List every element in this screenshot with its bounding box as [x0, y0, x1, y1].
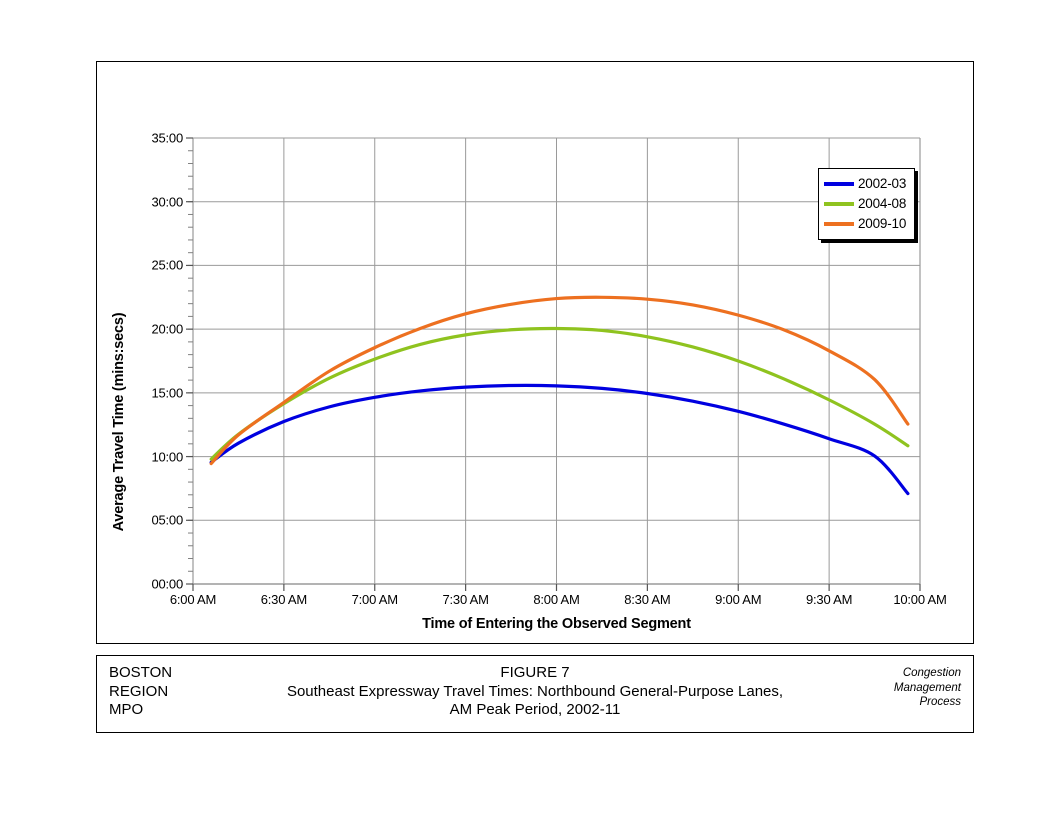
program-line-2: Management: [893, 681, 961, 694]
figure-caption: FIGURE 7 Southeast Expressway Travel Tim…: [247, 664, 823, 720]
agency-name: BOSTON REGION MPO: [109, 664, 172, 720]
agency-line-3: MPO: [109, 701, 144, 718]
figure-title-line-1: Southeast Expressway Travel Times: North…: [286, 682, 784, 700]
legend-color-swatch: [824, 182, 854, 186]
x-tick-label: 8:00 AM: [533, 592, 580, 607]
series-line-2002-03: [209, 383, 910, 496]
y-tick-label: 00:00: [151, 576, 183, 592]
agency-line-2: REGION: [109, 682, 169, 700]
y-tick-label: 30:00: [151, 194, 183, 210]
y-tick-label: 35:00: [151, 130, 183, 146]
legend-item[interactable]: 2002-03: [824, 174, 906, 194]
x-tick-label: 6:30 AM: [260, 592, 308, 607]
chart-legend: 2002-03 2004-08 2009-10: [818, 168, 916, 240]
x-tick-label: 8:30 AM: [624, 592, 671, 607]
x-tick-label: 7:30 AM: [442, 592, 489, 607]
y-tick-label: 05:00: [151, 512, 183, 528]
y-tick-label: 20:00: [151, 321, 183, 337]
y-tick-label: 10:00: [151, 449, 183, 465]
legend-label: 2004-08: [858, 196, 907, 212]
agency-line-1: BOSTON: [109, 664, 173, 681]
legend-item[interactable]: 2009-10: [824, 214, 906, 234]
y-tick-label: 15:00: [151, 385, 183, 401]
chart-box: Average Travel Time (mins:secs) Time of …: [96, 61, 974, 644]
series-line-2004-08: [209, 326, 910, 461]
chart-plot-svg: [186, 137, 921, 591]
program-name: Congestion Management Process: [894, 666, 961, 710]
legend-item[interactable]: 2004-08: [824, 194, 906, 214]
x-tick-label: 10:00 AM: [893, 592, 947, 607]
figure-container: Average Travel Time (mins:secs) Time of …: [96, 61, 976, 734]
legend-label: 2009-10: [858, 216, 907, 232]
series-line-2009-10: [209, 295, 910, 466]
program-line-3: Process: [919, 696, 961, 708]
x-tick-label: 6:00 AM: [169, 592, 217, 607]
legend-label: 2002-03: [858, 176, 907, 192]
x-axis-title: Time of Entering the Observed Segment: [422, 616, 691, 632]
y-tick-label: 25:00: [151, 257, 183, 273]
plot-area: 00:00 05:00 10:00 15:00 20:00 25:00 30:00 35:00…: [151, 131, 946, 608]
x-tick-label: 7:00 AM: [351, 592, 398, 607]
legend-color-swatch: [824, 222, 854, 226]
figure-number: FIGURE 7: [500, 664, 570, 681]
x-tick-label: 9:00 AM: [715, 592, 762, 607]
y-axis-title: Average Travel Time (mins:secs): [111, 312, 127, 532]
legend-color-swatch: [824, 202, 854, 206]
x-tick-label: 9:30 AM: [805, 592, 853, 607]
caption-box: BOSTON REGION MPO FIGURE 7 Southeast Exp…: [96, 655, 974, 733]
figure-title-line-2: AM Peak Period, 2002-11: [449, 701, 621, 718]
program-line-1: Congestion: [902, 667, 961, 679]
